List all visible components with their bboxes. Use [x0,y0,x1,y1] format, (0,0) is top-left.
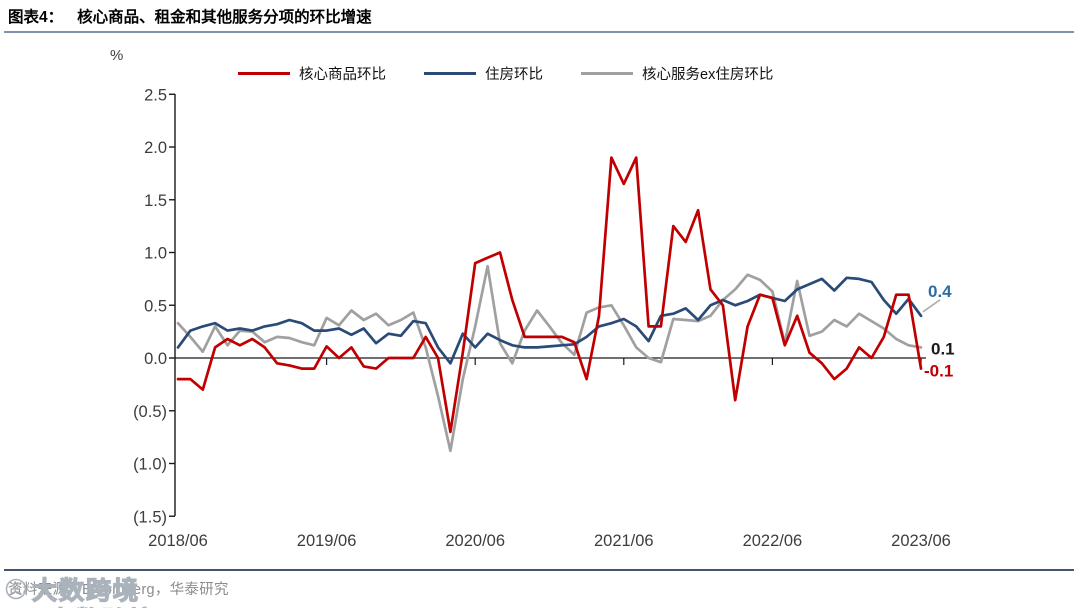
footer-divider [4,569,1074,571]
legend-swatch-core-services-ex-housing [581,72,633,75]
end-value-label-core-goods: -0.1 [924,362,953,381]
page-title: 图表4： 核心商品、租金和其他服务分项的环比增速 [8,5,372,27]
watermark: 大数跨境 [4,571,140,607]
x-tick-label: 2018/06 [148,532,208,550]
y-tick-label: (1.5) [133,508,167,526]
end-value-label-core-services-ex-housing: 0.1 [931,339,955,358]
title-divider [4,31,1074,33]
legend-item-housing: 住房环比 [424,63,543,84]
watermark-text-partial: 大数跨境 [48,606,156,608]
watermark-logo-icon [5,578,27,600]
legend-label-housing: 住房环比 [485,67,543,83]
legend-label-core-goods: 核心商品环比 [299,67,386,83]
x-tick-label: 2021/06 [594,532,654,550]
y-tick-label: 2.0 [144,139,167,157]
legend-swatch-core-goods [238,72,290,75]
y-tick-label: 1.5 [144,192,167,210]
legend-swatch-housing [424,72,476,75]
y-axis-unit-label: % [110,47,124,64]
leader-line-housing [922,299,941,313]
chart-title-text: 核心商品、租金和其他服务分项的环比增速 [77,9,372,26]
y-tick-label: (0.5) [133,403,167,421]
x-tick-label: 2023/06 [891,532,951,550]
watermark-partial: 大数跨境 [48,601,156,608]
series-line-core-goods [176,156,923,434]
source-note: 资料来源：Bloomberg，华泰研究 [8,582,229,598]
legend-item-core-goods: 核心商品环比 [238,63,386,84]
end-value-label-housing: 0.4 [928,282,952,301]
series-line-core-services-ex-housing [176,264,923,453]
chart-number: 图表4： [8,9,64,26]
x-tick-label: 2022/06 [743,532,803,550]
legend-item-core-services-ex-housing: 核心服务ex住房环比 [581,63,773,84]
series-line-housing [176,276,923,365]
y-tick-label: 0.0 [144,350,167,368]
y-tick-label: (1.0) [133,456,167,474]
x-tick-label: 2020/06 [445,532,505,550]
y-tick-label: 2.5 [144,86,167,104]
chart-legend: 核心商品环比 住房环比 核心服务ex住房环比 [238,63,773,84]
y-tick-label: 0.5 [144,297,167,315]
watermark-text: 大数跨境 [31,576,141,605]
y-tick-label: 1.0 [144,245,167,263]
x-tick-label: 2019/06 [297,532,357,550]
legend-label-core-services-ex-housing: 核心服务ex住房环比 [642,67,774,83]
